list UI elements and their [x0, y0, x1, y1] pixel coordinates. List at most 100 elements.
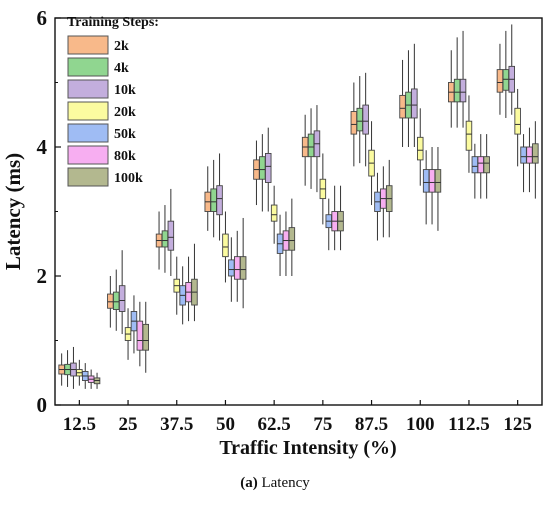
box-body: [161, 230, 169, 248]
box-body: [399, 94, 406, 119]
box-20k-62.5: [270, 185, 278, 244]
box-80k-37.5: [185, 256, 192, 322]
box-body: [233, 256, 241, 280]
box-50k-100: [422, 150, 430, 225]
x-tick-label: 62.5: [258, 414, 291, 435]
box-20k-50: [222, 211, 229, 283]
box-4k-12.5: [64, 350, 71, 387]
box-2k-125: [496, 43, 504, 115]
box-80k-12.5: [87, 369, 95, 389]
box-50k-112.5: [471, 143, 479, 199]
box-10k-87.5: [362, 72, 369, 167]
box-10k-12.5: [70, 346, 77, 389]
box-body: [502, 69, 510, 91]
box-body: [222, 233, 229, 258]
box-body: [265, 152, 272, 183]
box-20k-37.5: [173, 256, 180, 315]
box-2k-12.5: [58, 353, 65, 386]
x-tick-label: 12.5: [63, 414, 96, 435]
box-body: [118, 285, 126, 312]
box-50k-87.5: [374, 172, 381, 241]
box-50k-37.5: [179, 266, 186, 325]
box-body: [307, 133, 315, 158]
box-80k-62.5: [282, 211, 290, 276]
box-body: [514, 107, 521, 135]
box-4k-100: [405, 50, 412, 147]
box-80k-125: [526, 127, 533, 193]
box-body: [453, 78, 461, 103]
box-2k-62.5: [253, 140, 260, 206]
box-20k-87.5: [368, 121, 375, 206]
box-100k-100: [434, 147, 442, 231]
box-body: [496, 69, 504, 93]
box-100k-25: [142, 301, 149, 373]
x-tick-label: 125: [503, 414, 532, 435]
legend-swatch-100k: [67, 167, 109, 187]
legend-label-10k: 10k: [114, 83, 136, 98]
legend-title: Training Steps:: [67, 15, 159, 30]
box-body: [210, 188, 217, 212]
box-50k-125: [520, 134, 527, 193]
y-tick-label: 6: [37, 6, 48, 30]
x-axis-label: Traffic Intensity (%): [219, 437, 396, 459]
box-body: [362, 104, 369, 135]
box-100k-37.5: [191, 243, 198, 322]
box-body: [167, 220, 175, 251]
box-10k-112.5: [459, 30, 467, 128]
legend-label-80k: 80k: [114, 149, 136, 164]
box-80k-100: [428, 147, 436, 225]
box-10k-50: [216, 153, 223, 241]
box-body: [532, 143, 539, 164]
legend-swatch-2k: [67, 35, 109, 55]
box-100k-112.5: [483, 134, 490, 199]
y-tick-label: 2: [37, 264, 48, 288]
box-4k-75: [307, 108, 315, 189]
box-100k-87.5: [386, 159, 393, 238]
box-body: [434, 169, 442, 193]
box-20k-75: [319, 153, 327, 225]
box-4k-50: [210, 159, 217, 238]
legend-label-100k: 100k: [114, 171, 143, 186]
box-body: [411, 88, 418, 119]
box-body: [259, 156, 266, 180]
box-series-layer: [58, 24, 539, 389]
box-body: [288, 227, 296, 251]
y-axis-label: Latency (ms): [1, 153, 25, 270]
box-80k-50: [233, 230, 241, 302]
box-10k-37.5: [167, 188, 175, 276]
box-body: [417, 136, 424, 161]
box-2k-50: [204, 166, 211, 231]
caption-label: (a): [240, 475, 258, 491]
box-2k-87.5: [350, 82, 358, 167]
y-tick-label: 0: [37, 393, 48, 417]
box-20k-125: [514, 88, 521, 167]
box-4k-87.5: [356, 76, 364, 164]
x-tick-label: 100: [406, 414, 435, 435]
box-body: [136, 320, 144, 351]
box-body: [356, 107, 364, 132]
box-10k-100: [411, 43, 418, 147]
box-10k-125: [508, 24, 516, 115]
box-2k-37.5: [155, 211, 163, 270]
x-tick-label: 87.5: [355, 414, 388, 435]
box-20k-12.5: [76, 359, 83, 386]
box-10k-62.5: [265, 127, 272, 212]
box-body: [422, 169, 430, 193]
box-2k-100: [399, 59, 406, 147]
box-100k-62.5: [288, 198, 296, 276]
box-body: [216, 185, 223, 216]
box-body: [471, 156, 479, 174]
box-body: [239, 256, 247, 280]
box-body: [428, 169, 436, 193]
legend-swatch-4k: [67, 57, 109, 77]
box-50k-12.5: [81, 363, 89, 389]
box-20k-100: [417, 108, 424, 186]
box-2k-112.5: [448, 50, 455, 128]
x-tick-label: 112.5: [448, 414, 490, 435]
latency-boxplot-chart: 0 2 4 6 12.5 25 37.5 50 62.5 75 87.5 100 112.5 125 Tr…: [1, 6, 543, 459]
box-4k-125: [502, 30, 510, 118]
box-10k-25: [118, 250, 126, 335]
x-tick-label: 37.5: [160, 414, 193, 435]
figure-caption: (a) Latency: [0, 475, 550, 492]
y-tick-label: 4: [37, 135, 48, 159]
